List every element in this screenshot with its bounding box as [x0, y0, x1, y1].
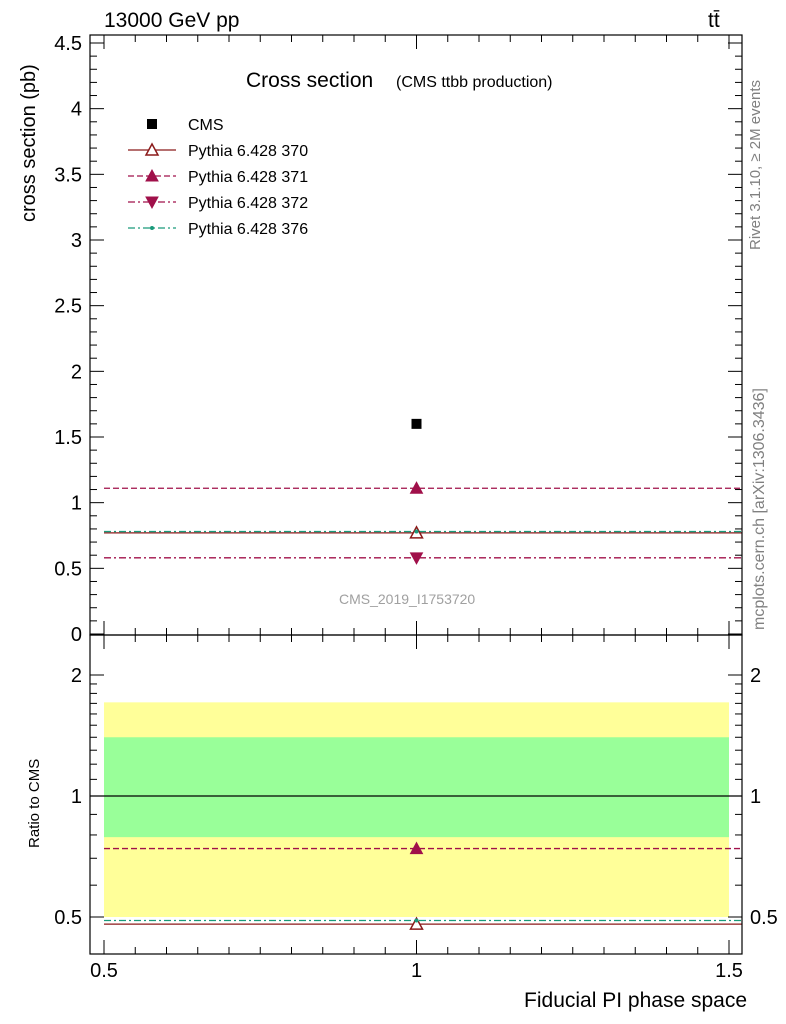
ratio-plot-frame — [89, 634, 743, 955]
main-ytick-label: 0 — [71, 624, 82, 646]
main-point-cms — [411, 418, 422, 429]
main-ytick-label: 0.5 — [54, 558, 82, 580]
main-ytick-label: 3 — [71, 230, 82, 252]
x-axis-label: Fiducial PI phase space — [524, 989, 747, 1012]
main-panel: 0 0.5 1 1.5 2 2.5 3 3.5 4 4.5 Cross section (CMS … — [18, 33, 743, 646]
ratio-ytick-label: 0.5 — [54, 907, 82, 929]
main-title: Cross section — [246, 69, 373, 92]
main-ytick-label: 2.5 — [54, 296, 82, 318]
legend-entry-pythia-6-428-372: Pythia 6.428 372 — [128, 195, 308, 212]
main-y-axis-label: cross section (pb) — [18, 64, 40, 222]
ratio-ytick-label-right: 2 — [750, 665, 761, 687]
main-y-ticks: 0 0.5 1 1.5 2 2.5 3 3.5 4 4.5 — [54, 33, 742, 646]
main-ytick-label: 4.5 — [54, 33, 82, 55]
legend-label: Pythia 6.428 370 — [188, 143, 308, 160]
mcplots-label: mcplots.cern.ch [arXiv:1306.3436] — [751, 388, 768, 630]
ratio-point-pythia-6-428-376 — [414, 918, 419, 923]
main-ytick-label: 3.5 — [54, 164, 82, 186]
legend-entry-pythia-6-428-376: Pythia 6.428 376 — [128, 221, 308, 238]
legend-marker — [145, 168, 159, 182]
ratio-mc-lines — [90, 795, 742, 925]
ratio-xtick-label: 1 — [411, 960, 422, 982]
legend-marker — [145, 196, 159, 210]
ratio-xtick-label: 0.5 — [90, 960, 118, 982]
main-ytick-label: 2 — [71, 361, 82, 383]
ratio-y-ticks: 0.5 0.5 1 1 2 2 — [54, 665, 778, 929]
legend-marker — [147, 119, 157, 129]
ratio-x-ticks: 0.5 1 1.5 — [90, 635, 743, 982]
legend-entry-pythia-6-428-371: Pythia 6.428 371 — [128, 168, 308, 186]
analysis-watermark: CMS_2019_I1753720 — [339, 591, 475, 607]
legend-label: Pythia 6.428 376 — [188, 221, 308, 238]
ratio-uncertainty-bands — [104, 702, 729, 917]
main-x-ticks — [103, 35, 730, 635]
main-point-pythia-6-428-372 — [409, 552, 424, 565]
energy-label: 13000 GeV pp — [104, 9, 239, 32]
ratio-panel: 0.5 0.5 1 1 2 2 0.5 1 1.5 Ratio to CMS Fiducial… — [26, 634, 778, 1012]
legend-label: Pythia 6.428 372 — [188, 195, 308, 212]
ratio-point-pythia-6-428-370 — [409, 916, 424, 930]
ratio-point-pythia-6-428-371 — [409, 841, 424, 855]
ratio-band-stat-uncertainty — [104, 737, 729, 838]
main-subtitle: (CMS ttbb production) — [396, 74, 553, 91]
legend-label: CMS — [188, 117, 224, 134]
main-mc-lines — [104, 487, 742, 559]
main-point-pythia-6-428-376 — [414, 529, 419, 534]
ratio-ytick-label-right: 0.5 — [750, 907, 778, 929]
legend-marker — [144, 142, 160, 156]
main-ytick-label: 1.5 — [54, 427, 82, 449]
main-ytick-label: 4 — [71, 99, 82, 121]
rivet-version-label: Rivet 3.1.10, ≥ 2M events — [747, 80, 764, 250]
legend-entry-pythia-6-428-370: Pythia 6.428 370 — [128, 142, 308, 160]
main-markers — [409, 418, 424, 565]
main-ytick-label: 1 — [71, 493, 82, 515]
ratio-ytick-label-right: 1 — [750, 786, 761, 808]
ratio-xtick-label: 1.5 — [715, 960, 743, 982]
legend-marker — [150, 226, 154, 230]
ratio-y-axis-label: Ratio to CMS — [26, 759, 43, 848]
ratio-ytick-label: 2 — [71, 665, 82, 687]
process-label: tt̄ — [708, 9, 720, 32]
legend-entry-cms: CMS — [147, 117, 224, 134]
ratio-markers — [409, 841, 424, 930]
ratio-ytick-label: 1 — [71, 786, 82, 808]
legend-label: Pythia 6.428 371 — [188, 169, 308, 186]
legend: CMS Pythia 6.428 370 Pythia 6.428 371 Pythi… — [128, 117, 308, 238]
main-point-pythia-6-428-371 — [409, 481, 424, 494]
